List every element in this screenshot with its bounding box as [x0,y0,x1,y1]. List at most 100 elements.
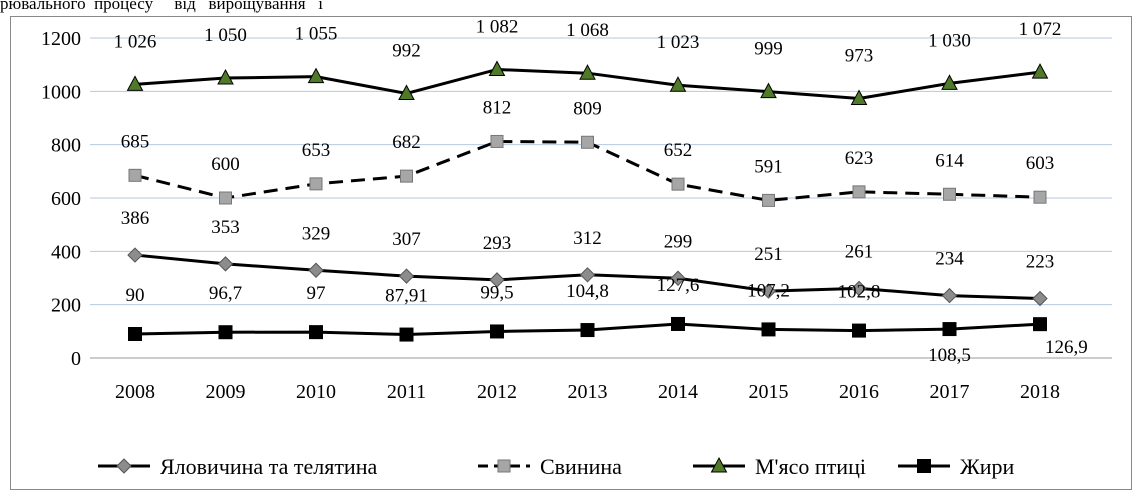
data-label: 623 [845,148,874,169]
data-point [309,325,323,340]
data-point [127,247,143,263]
legend-label: Яловичина та телятина [160,454,377,479]
data-label: 329 [302,223,331,244]
data-point [490,134,504,148]
legend-marker [917,459,931,473]
data-label: 108,5 [928,345,971,366]
x-tick-label: 2011 [387,381,426,403]
axis-layer: 0 200 400 600 800 1000 1200 2008 2009 2010 2011 201… [41,28,1060,403]
data-label: 97 [307,283,326,304]
legend-marker [710,456,728,473]
data-point [671,316,685,331]
x-tick-label: 2016 [839,381,879,403]
data-point [488,60,506,76]
data-label: 603 [1026,153,1055,174]
data-point [218,325,233,340]
data-label: 234 [935,249,964,270]
data-point [217,68,234,85]
data-point [580,323,595,338]
y-tick-label: 600 [51,188,81,210]
series-line [134,139,1041,202]
data-label: 1 068 [566,20,609,41]
y-tick-label: 200 [51,295,81,317]
data-label: 682 [392,132,421,153]
x-tick-label: 2014 [658,381,698,403]
data-label: 312 [573,228,602,249]
data-point [579,267,596,283]
data-point [400,169,413,183]
data-label: 652 [664,140,693,161]
data-point [760,82,777,99]
data-label: 353 [211,217,240,238]
data-label: 809 [573,98,602,119]
series-layer [126,60,1049,342]
legend-marker [116,458,132,474]
data-point [581,135,594,149]
data-label: 1 026 [114,31,157,52]
legend-item-pork: Свинина [478,454,622,479]
data-point [851,280,867,297]
data-label: 600 [211,154,240,175]
data-point [1032,290,1048,307]
data-label: 1 082 [476,16,519,37]
grid-layer [90,37,1112,359]
legend-item-poultry: М'ясо птиці [693,454,866,479]
legend-label: М'ясо птиці [755,454,866,479]
data-label: 307 [392,229,421,250]
legend-label: Жири [960,454,1014,479]
data-label: 87,91 [385,286,428,307]
data-point [1031,63,1049,79]
data-point [761,322,776,337]
data-point [309,177,323,191]
data-point [1033,190,1047,204]
data-label: 261 [845,241,874,262]
data-point [398,84,415,100]
legend-item-fats: Жири [898,454,1014,479]
data-label: 614 [935,150,964,171]
data-label: 653 [302,140,331,161]
x-tick-label: 2008 [115,381,155,403]
data-label-layer: 386 353 329 307 293 312 299 251 261 234 223 685 600 6… [114,16,1088,366]
data-label: 96,7 [209,283,242,304]
data-point [852,185,866,199]
data-label: 102,8 [838,282,881,303]
data-label: 1 050 [204,25,247,46]
x-tick-label: 2013 [568,381,608,403]
data-point [307,67,325,84]
data-label: 1 023 [657,32,700,53]
series-3 [128,316,1047,342]
data-point [219,191,232,205]
data-point [579,64,596,80]
data-point [943,187,956,201]
data-point [490,324,504,339]
data-label: 992 [392,40,421,61]
data-label: 1 055 [295,24,338,45]
data-point [128,168,142,182]
data-label: 223 [1026,252,1055,273]
x-tick-label: 2012 [477,381,517,403]
data-point [852,323,866,338]
data-label: 293 [483,233,512,254]
data-label: 107,2 [747,280,790,301]
data-label: 127,6 [657,275,700,296]
legend-marker [497,459,511,473]
data-point [941,74,958,90]
data-label: 812 [483,97,512,118]
data-point [760,283,777,299]
data-point [670,270,686,286]
legend: Яловичина та телятина Свинина М'ясо птиці Ж… [98,454,1014,479]
data-point [217,256,234,272]
data-point [850,89,868,106]
data-label: 386 [121,208,150,229]
data-point [671,177,685,191]
x-tick-label: 2015 [749,381,789,403]
y-tick-label: 0 [71,348,81,370]
data-label: 299 [664,231,693,252]
data-point [942,322,957,337]
data-label: 685 [121,131,150,152]
series-0 [127,247,1048,307]
y-tick-label: 1000 [41,81,81,103]
data-label: 591 [754,156,783,177]
data-point [126,75,144,91]
data-point [1033,317,1047,332]
